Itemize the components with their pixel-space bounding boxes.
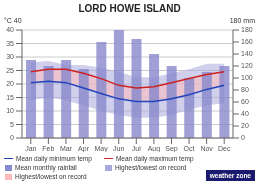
svg-text:Oct: Oct: [184, 145, 195, 152]
svg-text:140: 140: [241, 50, 251, 57]
svg-text:60: 60: [241, 98, 249, 105]
svg-text:15: 15: [8, 94, 14, 101]
svg-text:Aug: Aug: [148, 145, 161, 152]
html-text:Mean monthly rainfall: Mean monthly rainfall: [15, 164, 77, 171]
html-text:180 mm: 180 mm: [229, 17, 255, 24]
html-text:Highest/lowest on record: Highest/lowest on record: [15, 173, 87, 180]
svg-text:5: 5: [10, 121, 14, 128]
svg-text:Jan: Jan: [25, 145, 36, 152]
svg-text:30: 30: [8, 53, 14, 60]
svg-text:180: 180: [241, 26, 251, 33]
svg-text:160: 160: [241, 38, 251, 45]
svg-text:Feb: Feb: [42, 145, 54, 152]
svg-text:20: 20: [241, 122, 249, 129]
svg-text:80: 80: [241, 86, 249, 93]
svg-text:Mar: Mar: [60, 145, 73, 152]
svg-text:35: 35: [8, 40, 14, 47]
svg-text:40: 40: [8, 26, 14, 33]
svg-text:Nov: Nov: [200, 145, 213, 152]
svg-text:20: 20: [8, 80, 14, 87]
html-text:Mean daily minimum temp: Mean daily minimum temp: [16, 155, 92, 162]
svg-text:May: May: [95, 145, 109, 152]
svg-text:0: 0: [241, 134, 245, 141]
html-text:°C 40: °C 40: [4, 17, 22, 24]
svg-text:120: 120: [241, 62, 251, 69]
svg-text:40: 40: [241, 110, 249, 117]
html-text:Highest/lowest on record: Highest/lowest on record: [114, 164, 187, 171]
svg-text:Sep: Sep: [165, 145, 178, 152]
html-text:weather zone: weather zone: [209, 172, 251, 179]
svg-text:Apr: Apr: [78, 145, 90, 152]
html-text:LORD HOWE ISLAND: LORD HOWE ISLAND: [78, 3, 181, 14]
svg-text:0: 0: [10, 134, 14, 141]
svg-text:10: 10: [8, 107, 14, 114]
svg-text:25: 25: [8, 67, 14, 74]
html-text:Mean daily maximum temp: Mean daily maximum temp: [115, 155, 194, 162]
svg-text:100: 100: [241, 74, 251, 81]
svg-text:Dec: Dec: [218, 145, 231, 152]
svg-text:Jun: Jun: [113, 145, 124, 152]
svg-text:Jul: Jul: [132, 145, 141, 152]
